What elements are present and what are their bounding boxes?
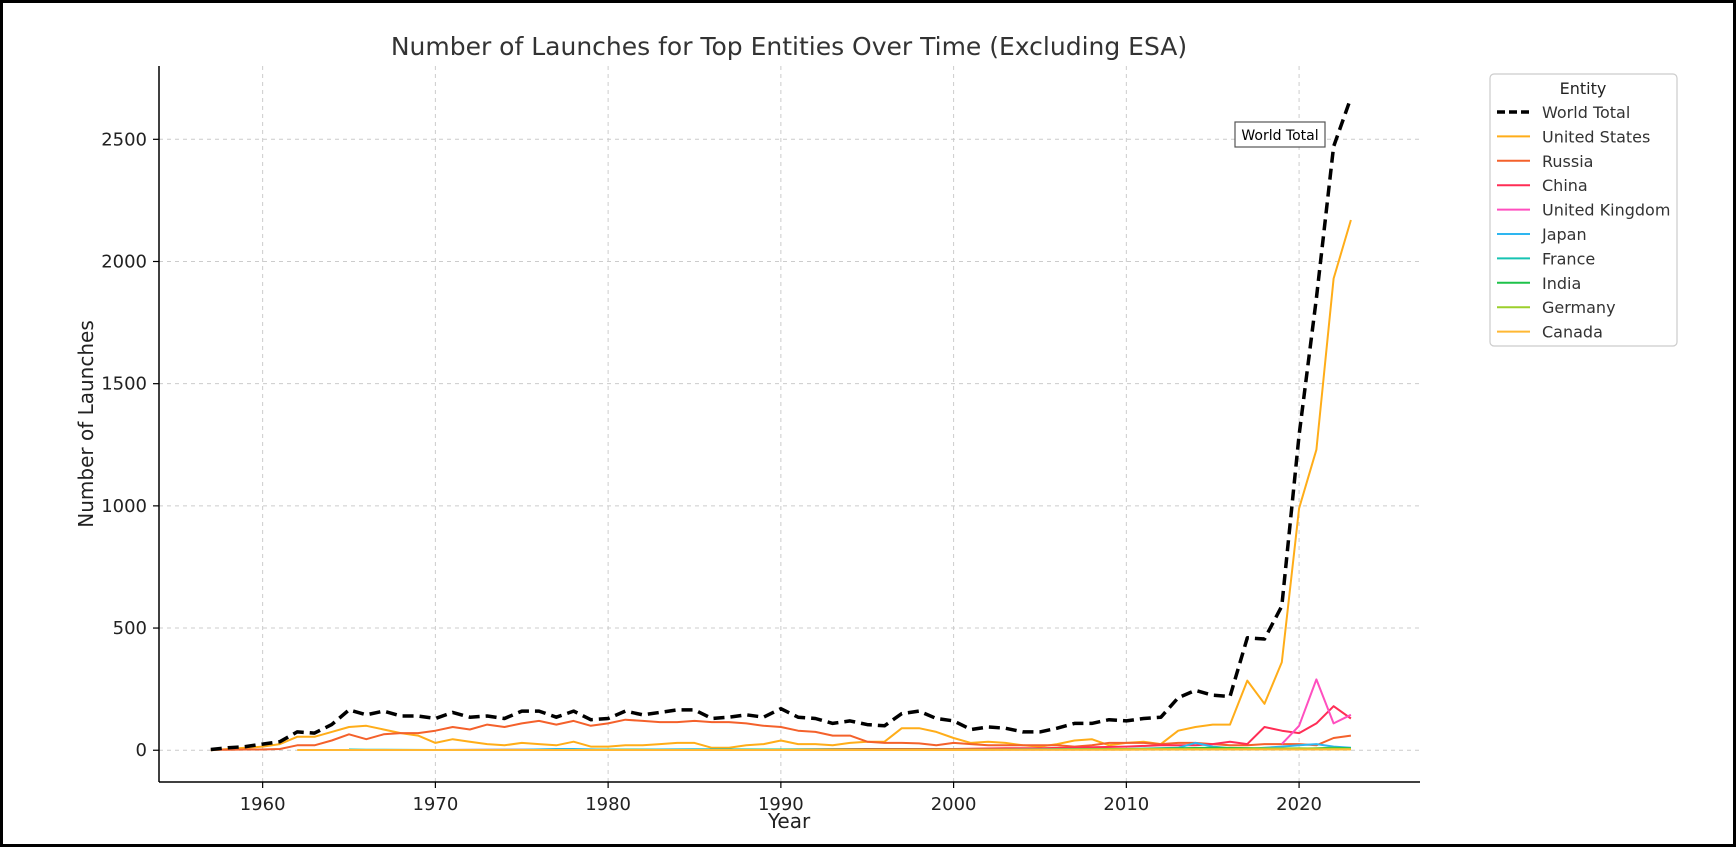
x-ticks: 1960 1970 1980 1990 2000 2010 2020	[240, 782, 1322, 815]
series-line-world-total	[210, 97, 1353, 752]
legend-label-canada: Canada	[1542, 323, 1603, 342]
y-tick-label: 2000	[101, 251, 147, 272]
legend-label-germany: Germany	[1542, 298, 1616, 317]
y-ticks: 0 500 1000 1500 2000 2500	[101, 129, 159, 761]
series-line-russia	[210, 718, 1352, 751]
legend: Entity World Total United States Russia Chi…	[1489, 73, 1678, 347]
axes	[158, 66, 1420, 783]
y-axis-label: Number of Launches	[74, 320, 98, 527]
y-tick-label: 1000	[101, 496, 147, 517]
annotation-box	[1234, 121, 1326, 148]
x-tick-label: 1980	[585, 794, 631, 815]
y-tick-label: 0	[136, 740, 147, 761]
legend-label-india: India	[1542, 274, 1581, 293]
legend-label-world-total: World Total	[1542, 103, 1630, 122]
y-tick-label: 1500	[101, 374, 147, 395]
x-tick-label: 2020	[1276, 794, 1322, 815]
legend-label-united-kingdom: United Kingdom	[1542, 201, 1670, 220]
world-total-annotation: World Total	[1234, 121, 1326, 148]
x-axis-label: Year	[767, 809, 811, 833]
annotation-text: World Total	[1241, 128, 1318, 144]
y-tick-label: 2500	[101, 129, 147, 150]
chart-title: Number of Launches for Top Entities Over…	[391, 32, 1187, 61]
series-line-canada	[297, 748, 1351, 751]
grid-lines	[159, 66, 1420, 782]
series-lines	[210, 97, 1353, 752]
legend-label-china: China	[1542, 176, 1588, 195]
legend-box	[1489, 73, 1678, 347]
series-line-united-kingdom	[1281, 678, 1352, 745]
x-tick-label: 1970	[412, 794, 458, 815]
x-tick-label: 2010	[1103, 794, 1149, 815]
legend-label-france: France	[1542, 249, 1595, 268]
x-tick-label: 2000	[931, 794, 977, 815]
legend-label-russia: Russia	[1542, 152, 1593, 171]
legend-label-united-states: United States	[1542, 127, 1650, 146]
x-tick-label: 1990	[758, 794, 804, 815]
x-tick-label: 1960	[240, 794, 286, 815]
legend-title: Entity	[1560, 79, 1607, 98]
legend-label-japan: Japan	[1541, 225, 1587, 244]
legend-items: World Total United States Russia China Unite…	[1497, 103, 1670, 342]
y-tick-label: 500	[113, 618, 147, 639]
